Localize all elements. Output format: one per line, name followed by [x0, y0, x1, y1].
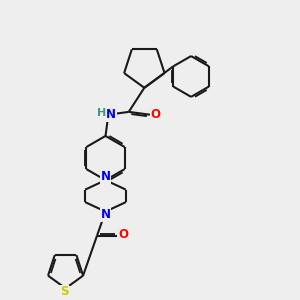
Text: N: N [100, 170, 110, 183]
Text: H: H [98, 108, 107, 118]
Text: N: N [106, 108, 116, 121]
Text: O: O [118, 228, 128, 241]
Text: O: O [151, 108, 161, 121]
Text: S: S [60, 285, 68, 298]
Text: N: N [100, 208, 110, 221]
